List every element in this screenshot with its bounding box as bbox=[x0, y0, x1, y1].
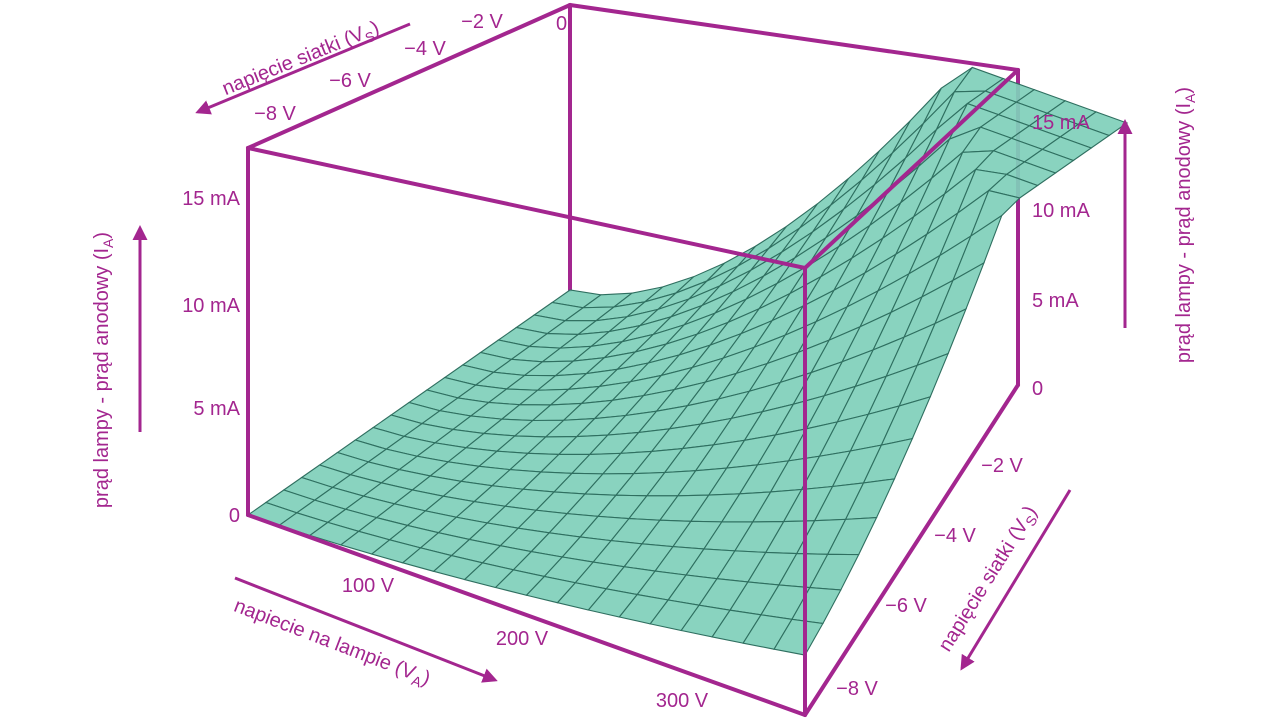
tick-label: 300 V bbox=[656, 690, 709, 712]
tick-label: 0 bbox=[1032, 378, 1043, 400]
tick-label: −4 V bbox=[934, 525, 976, 547]
current-right-ticks: 0 5 mA 10 mA 15 mA bbox=[1032, 112, 1090, 400]
tick-label: 15 mA bbox=[182, 188, 240, 210]
tick-label: 5 mA bbox=[1032, 290, 1079, 312]
tick-label: 0 bbox=[229, 505, 240, 527]
tick-label: −2 V bbox=[981, 455, 1023, 477]
anode-ticks: 100 V 200 V 300 V bbox=[342, 575, 709, 712]
tick-label: −4 V bbox=[404, 38, 446, 60]
box-front bbox=[246, 68, 1020, 717]
tick-label: 100 V bbox=[342, 575, 395, 597]
tick-label: −6 V bbox=[329, 70, 371, 92]
tick-label: −8 V bbox=[254, 103, 296, 125]
axis-label: prąd lampy - prąd anodowy (IA) bbox=[1173, 87, 1198, 363]
tick-label: −8 V bbox=[836, 678, 878, 700]
arrows bbox=[132, 22, 1133, 683]
tick-label: 10 mA bbox=[182, 295, 240, 317]
tick-label: −2 V bbox=[461, 11, 503, 33]
tick-label: 5 mA bbox=[193, 398, 240, 420]
axis-label: prąd lampy - prąd anodowy (IA) bbox=[91, 232, 116, 508]
current-left-ticks: 0 5 mA 10 mA 15 mA bbox=[182, 188, 240, 527]
tick-label: 15 mA bbox=[1032, 112, 1090, 134]
surface-cell bbox=[773, 618, 824, 656]
tick-label: 10 mA bbox=[1032, 200, 1090, 222]
grid-right-ticks: −2 V −4 V −6 V −8 V bbox=[836, 455, 1023, 700]
grid-top-ticks: −2 V −4 V −6 V −8 V bbox=[254, 11, 503, 125]
tick-label: −6 V bbox=[885, 595, 927, 617]
origin-label: 0 bbox=[556, 13, 567, 35]
tick-label: 200 V bbox=[496, 628, 549, 650]
